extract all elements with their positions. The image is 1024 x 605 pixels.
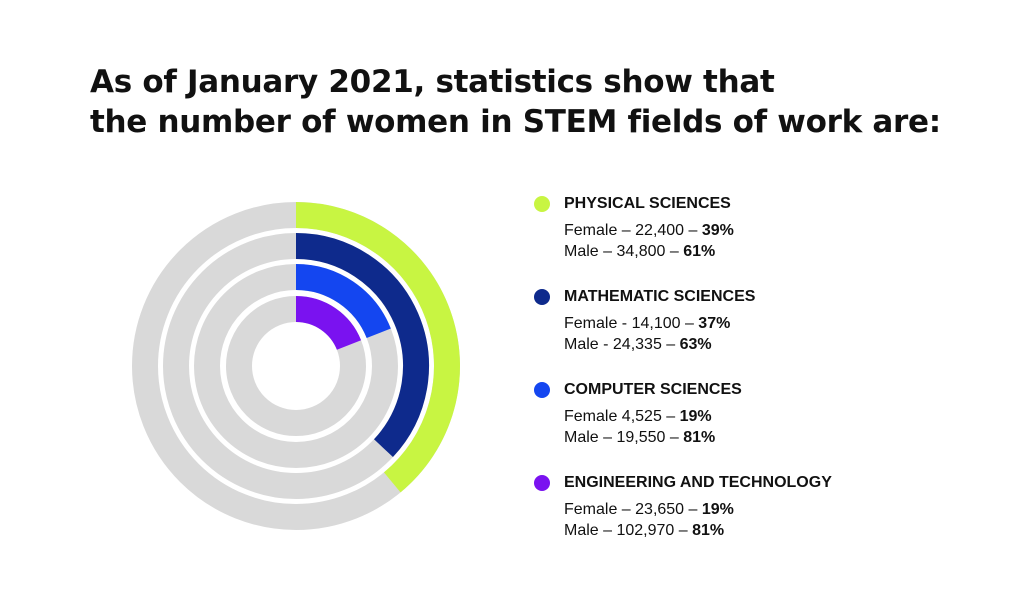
female-stat: Female 4,525 – 19%: [564, 408, 712, 425]
legend-dot-mathematic-sciences: [534, 289, 550, 305]
legend-item-mathematic-sciences: MATHEMATIC SCIENCES Female - 14,100 – 37…: [534, 286, 994, 379]
legend-item-physical-sciences: PHYSICAL SCIENCES Female – 22,400 – 39% …: [534, 193, 994, 286]
female-arc-engineering-and-technology: [295, 296, 362, 351]
male-percent: 81%: [683, 429, 716, 446]
legend-dot-computer-sciences: [534, 382, 550, 398]
legend: PHYSICAL SCIENCES Female – 22,400 – 39% …: [534, 193, 994, 565]
female-percent: 39%: [701, 222, 734, 239]
legend-item-engineering-and-technology: ENGINEERING AND TECHNOLOGY Female – 23,6…: [534, 472, 994, 565]
legend-dot-engineering-and-technology: [534, 475, 550, 491]
female-percent: 19%: [701, 501, 734, 518]
male-percent: 63%: [679, 336, 712, 353]
male-stat: Male – 102,970 – 81%: [564, 522, 725, 539]
title-line-1: As of January 2021, statistics show that: [90, 64, 775, 100]
female-stat: Female – 22,400 – 39%: [564, 222, 734, 239]
male-percent: 61%: [683, 243, 716, 260]
legend-label: MATHEMATIC SCIENCES: [564, 288, 756, 305]
legend-label: ENGINEERING AND TECHNOLOGY: [564, 474, 832, 491]
female-stat: Female - 14,100 – 37%: [564, 315, 731, 332]
female-percent: 37%: [698, 315, 731, 332]
male-percent: 81%: [692, 522, 725, 539]
chart-title: As of January 2021, statistics show that…: [90, 62, 990, 142]
female-arc-computer-sciences: [295, 264, 391, 339]
male-stat: Male – 34,800 – 61%: [564, 243, 716, 260]
legend-label: COMPUTER SCIENCES: [564, 381, 742, 398]
female-percent: 19%: [679, 408, 712, 425]
legend-item-computer-sciences: COMPUTER SCIENCES Female 4,525 – 19% Mal…: [534, 379, 994, 472]
female-arc-physical-sciences: [295, 202, 460, 493]
female-arc-mathematic-sciences: [295, 233, 429, 458]
male-stat: Male – 19,550 – 81%: [564, 429, 716, 446]
legend-dot-physical-sciences: [534, 196, 550, 212]
title-line-2: the number of women in STEM fields of wo…: [90, 104, 941, 140]
male-stat: Male - 24,335 – 63%: [564, 336, 712, 353]
radial-bar-chart: [132, 202, 460, 530]
legend-label: PHYSICAL SCIENCES: [564, 195, 731, 212]
female-stat: Female – 23,650 – 19%: [564, 501, 734, 518]
